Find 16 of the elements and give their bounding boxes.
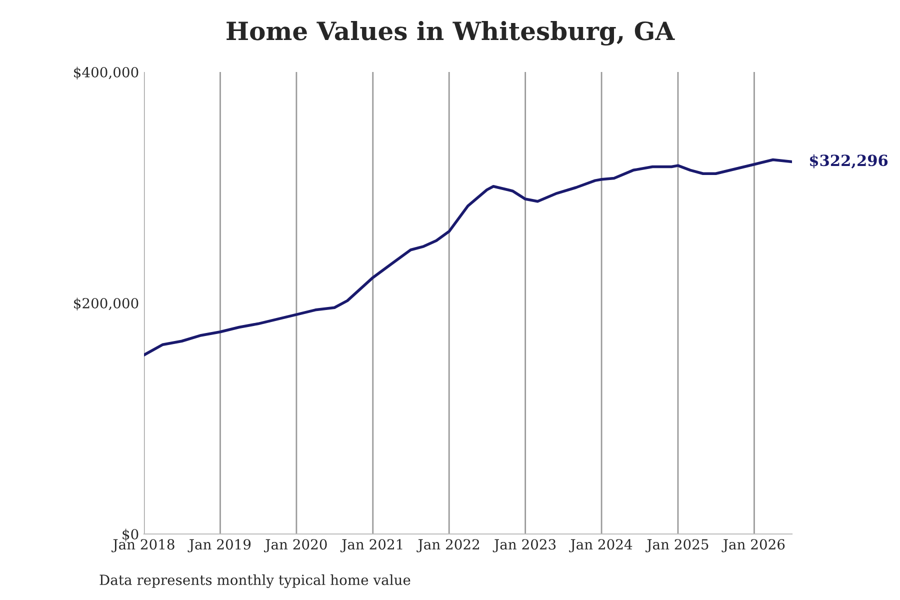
x-tick-label: Jan 2023 (492, 539, 556, 552)
x-tick-label: Jan 2022 (416, 539, 480, 552)
x-tick-label: Jan 2026 (722, 539, 785, 552)
x-tick-label: Jan 2020 (264, 539, 327, 552)
x-tick-label: Jan 2021 (340, 539, 402, 552)
text: Data represents monthly typical home value (100, 574, 410, 588)
line-series (144, 158, 792, 356)
y-tick-label: $0 (122, 528, 138, 542)
y-tick-label: $200,000 (74, 298, 138, 310)
x-tick-label: Jan 2018 (112, 539, 174, 552)
annotation: $322,296 (810, 154, 888, 168)
x-tick-label: Jan 2019 (188, 539, 251, 552)
x-tick-label: Jan 2025 (646, 539, 708, 552)
x-tick-label: Jan 2024 (569, 539, 632, 552)
chart-title: Home Values in Whitesburg, GA (226, 21, 675, 46)
y-tick-label: $400,000 (74, 66, 138, 80)
